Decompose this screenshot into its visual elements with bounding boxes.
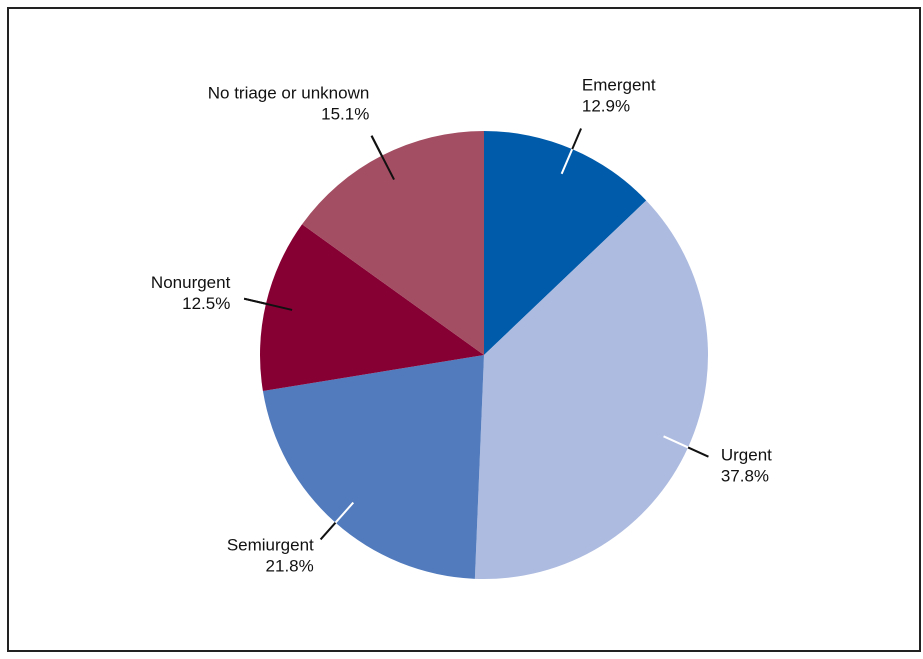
slice-value-label: 15.1% (321, 104, 369, 123)
slice-label: Semiurgent (227, 536, 314, 555)
leader-line (243, 297, 267, 305)
pie-slice (474, 200, 708, 580)
slice-label: Nonurgent (151, 273, 231, 292)
slice-value-label: 12.5% (182, 294, 230, 313)
slice-label: Urgent (721, 445, 772, 464)
slice-value-label: 37.8% (721, 466, 769, 485)
slice-label: No triage or unknown (208, 83, 370, 102)
leader-line (319, 522, 337, 541)
slice-value-label: 21.8% (266, 557, 314, 576)
pie-slice (484, 131, 647, 355)
leader-line (687, 446, 709, 458)
leader-line (370, 135, 383, 157)
slice-label: Emergent (582, 75, 656, 94)
pie-slice (259, 224, 484, 392)
leader-line (571, 128, 582, 150)
pie-slice (262, 355, 484, 579)
pie-slice (302, 131, 484, 355)
slice-value-label: 12.9% (582, 96, 630, 115)
